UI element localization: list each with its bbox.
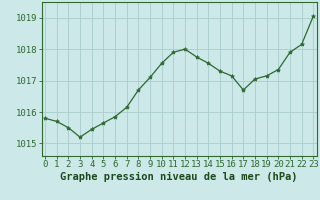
X-axis label: Graphe pression niveau de la mer (hPa): Graphe pression niveau de la mer (hPa) (60, 172, 298, 182)
